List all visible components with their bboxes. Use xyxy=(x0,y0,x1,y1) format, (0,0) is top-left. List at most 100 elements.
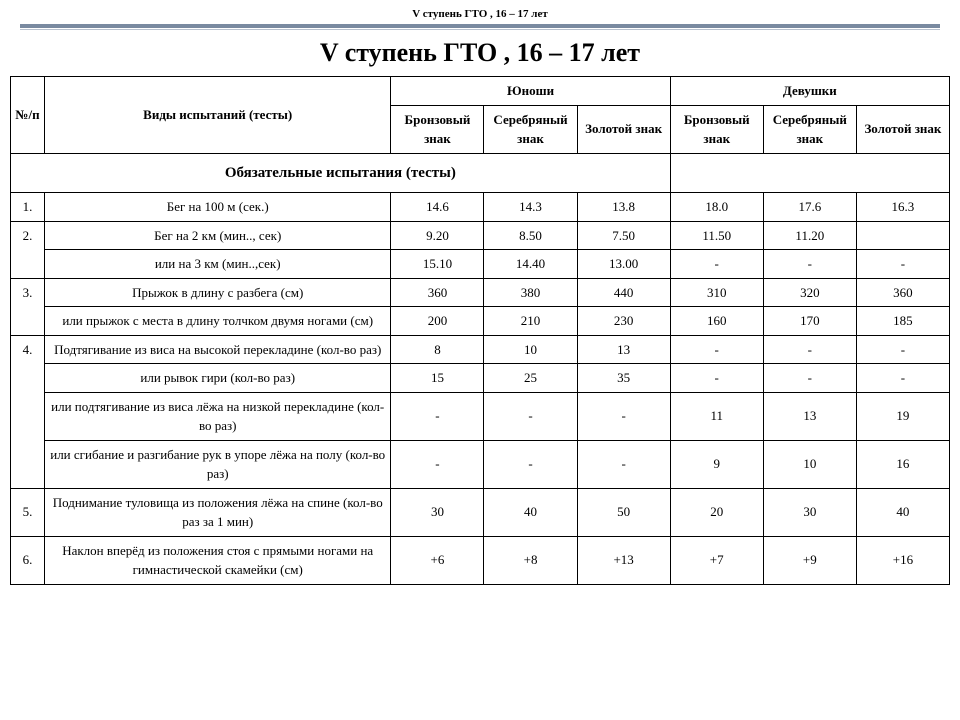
th-boys-bronze: Бронзовый знак xyxy=(391,105,484,153)
cell-val xyxy=(856,221,949,250)
table-row: 3. Прыжок в длину с разбега (см) 360 380… xyxy=(11,278,950,307)
cell-val: 11.50 xyxy=(670,221,763,250)
table-row: или прыжок с места в длину толчком двумя… xyxy=(11,307,950,336)
cell-test: Прыжок в длину с разбега (см) xyxy=(45,278,391,307)
table-header-row-1: №/п Виды испытаний (тесты) Юноши Девушки xyxy=(11,77,950,106)
cell-val: +6 xyxy=(391,536,484,584)
cell-val: +8 xyxy=(484,536,577,584)
cell-val: - xyxy=(577,440,670,488)
cell-val: 14.40 xyxy=(484,250,577,279)
cell-val: +16 xyxy=(856,536,949,584)
cell-val: - xyxy=(856,250,949,279)
cell-val: 310 xyxy=(670,278,763,307)
cell-num: 4. xyxy=(11,335,45,488)
section-empty xyxy=(670,153,949,193)
cell-val: 380 xyxy=(484,278,577,307)
cell-test: Подтягивание из виса на высокой переклад… xyxy=(45,335,391,364)
cell-test: Бег на 2 км (мин.., сек) xyxy=(45,221,391,250)
cell-val: 15.10 xyxy=(391,250,484,279)
cell-num: 2. xyxy=(11,221,45,278)
cell-val: 35 xyxy=(577,364,670,393)
th-boys-gold: Золотой знак xyxy=(577,105,670,153)
cell-test: или на 3 км (мин..,сек) xyxy=(45,250,391,279)
cell-val: 8.50 xyxy=(484,221,577,250)
cell-val: 230 xyxy=(577,307,670,336)
th-num: №/п xyxy=(11,77,45,154)
cell-val: 17.6 xyxy=(763,193,856,222)
cell-num: 5. xyxy=(11,488,45,536)
section-row: Обязательные испытания (тесты) xyxy=(11,153,950,193)
table-row: 5. Поднимание туловища из положения лёжа… xyxy=(11,488,950,536)
th-girls-bronze: Бронзовый знак xyxy=(670,105,763,153)
cell-val: 10 xyxy=(763,440,856,488)
cell-val: 11.20 xyxy=(763,221,856,250)
cell-val: 13 xyxy=(577,335,670,364)
table-row: или рывок гири (кол-во раз) 15 25 35 - -… xyxy=(11,364,950,393)
table-row: или подтягивание из виса лёжа на низкой … xyxy=(11,392,950,440)
cell-num: 6. xyxy=(11,536,45,584)
cell-val: - xyxy=(856,364,949,393)
cell-test: Наклон вперёд из положения стоя с прямым… xyxy=(45,536,391,584)
section-title: Обязательные испытания (тесты) xyxy=(11,153,671,193)
cell-val: 14.3 xyxy=(484,193,577,222)
cell-val: 40 xyxy=(484,488,577,536)
cell-val: - xyxy=(763,250,856,279)
cell-val: 13 xyxy=(763,392,856,440)
cell-test: или подтягивание из виса лёжа на низкой … xyxy=(45,392,391,440)
cell-val: - xyxy=(484,440,577,488)
cell-val: - xyxy=(577,392,670,440)
cell-val: 20 xyxy=(670,488,763,536)
cell-val: 9 xyxy=(670,440,763,488)
cell-val: 170 xyxy=(763,307,856,336)
cell-val: - xyxy=(856,335,949,364)
header-rule xyxy=(20,24,940,30)
cell-val: +9 xyxy=(763,536,856,584)
cell-val: 9.20 xyxy=(391,221,484,250)
th-girls-gold: Золотой знак xyxy=(856,105,949,153)
cell-test: или сгибание и разгибание рук в упоре лё… xyxy=(45,440,391,488)
gto-table: №/п Виды испытаний (тесты) Юноши Девушки… xyxy=(10,76,950,585)
cell-val: 360 xyxy=(856,278,949,307)
cell-val: 15 xyxy=(391,364,484,393)
cell-val: - xyxy=(391,392,484,440)
cell-test: Бег на 100 м (сек.) xyxy=(45,193,391,222)
cell-val: 19 xyxy=(856,392,949,440)
cell-val: 160 xyxy=(670,307,763,336)
table-row: 2. Бег на 2 км (мин.., сек) 9.20 8.50 7.… xyxy=(11,221,950,250)
cell-val: 210 xyxy=(484,307,577,336)
cell-val: 13.8 xyxy=(577,193,670,222)
th-boys: Юноши xyxy=(391,77,670,106)
cell-num: 1. xyxy=(11,193,45,222)
table-row: 6. Наклон вперёд из положения стоя с пря… xyxy=(11,536,950,584)
cell-val: 11 xyxy=(670,392,763,440)
cell-val: - xyxy=(391,440,484,488)
cell-val: 50 xyxy=(577,488,670,536)
table-row: 4. Подтягивание из виса на высокой перек… xyxy=(11,335,950,364)
cell-val: 13.00 xyxy=(577,250,670,279)
cell-val: 440 xyxy=(577,278,670,307)
th-girls: Девушки xyxy=(670,77,949,106)
cell-val: +7 xyxy=(670,536,763,584)
cell-val: 40 xyxy=(856,488,949,536)
cell-val: 25 xyxy=(484,364,577,393)
cell-val: 10 xyxy=(484,335,577,364)
table-row: 1. Бег на 100 м (сек.) 14.6 14.3 13.8 18… xyxy=(11,193,950,222)
th-boys-silver: Серебряный знак xyxy=(484,105,577,153)
cell-val: 320 xyxy=(763,278,856,307)
cell-val: - xyxy=(670,364,763,393)
cell-val: +13 xyxy=(577,536,670,584)
table-row: или на 3 км (мин..,сек) 15.10 14.40 13.0… xyxy=(11,250,950,279)
page-title: V ступень ГТО , 16 – 17 лет xyxy=(0,38,960,68)
cell-val: 8 xyxy=(391,335,484,364)
cell-val: 360 xyxy=(391,278,484,307)
cell-val: - xyxy=(763,335,856,364)
cell-test: Поднимание туловища из положения лёжа на… xyxy=(45,488,391,536)
cell-val: - xyxy=(670,250,763,279)
cell-val: - xyxy=(670,335,763,364)
cell-val: 18.0 xyxy=(670,193,763,222)
cell-val: 7.50 xyxy=(577,221,670,250)
top-small-title: V ступень ГТО , 16 – 17 лет xyxy=(0,0,960,24)
cell-val: 30 xyxy=(763,488,856,536)
cell-val: - xyxy=(763,364,856,393)
cell-test: или прыжок с места в длину толчком двумя… xyxy=(45,307,391,336)
